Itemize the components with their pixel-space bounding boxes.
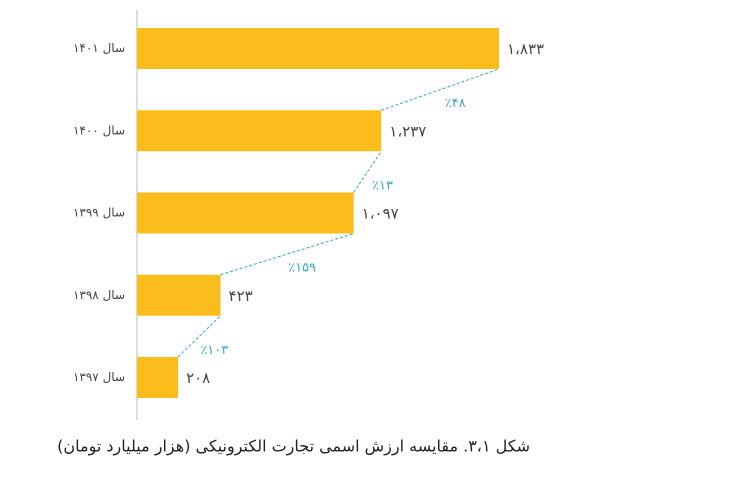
- category-label: سال ۱۴۰۰: [73, 123, 125, 137]
- growth-label: ٪۱۰۳: [200, 343, 228, 358]
- category-label: سال ۱۳۹۹: [73, 206, 125, 220]
- growth-label: ٪۴۸: [445, 96, 466, 111]
- bar: [137, 357, 179, 398]
- bar: [137, 274, 221, 316]
- bar: [137, 110, 382, 152]
- category-label: سال ۱۴۰۱: [73, 41, 125, 55]
- value-label: ۲۰۸: [186, 369, 210, 387]
- category-label: سال ۱۳۹۷: [73, 370, 125, 384]
- chart-caption: شکل ۳،۱. مقایسه ارزش اسمی تجارت الکترونی…: [57, 437, 530, 457]
- growth-label: ٪۱۳: [372, 178, 393, 193]
- value-label: ۴۲۳: [229, 287, 253, 305]
- growth-label: ٪۱۵۹: [288, 261, 316, 276]
- bar: [137, 192, 354, 234]
- category-label: سال ۱۳۹۸: [73, 288, 125, 302]
- value-label: ۱،۰۹۷: [362, 205, 399, 223]
- value-label: ۱،۸۳۳: [507, 40, 544, 58]
- growth-connector: [220, 233, 354, 276]
- growth-connector: [381, 68, 500, 111]
- bar: [137, 28, 499, 69]
- value-label: ۱،۲۳۷: [389, 122, 426, 140]
- growth-connector: [353, 150, 382, 193]
